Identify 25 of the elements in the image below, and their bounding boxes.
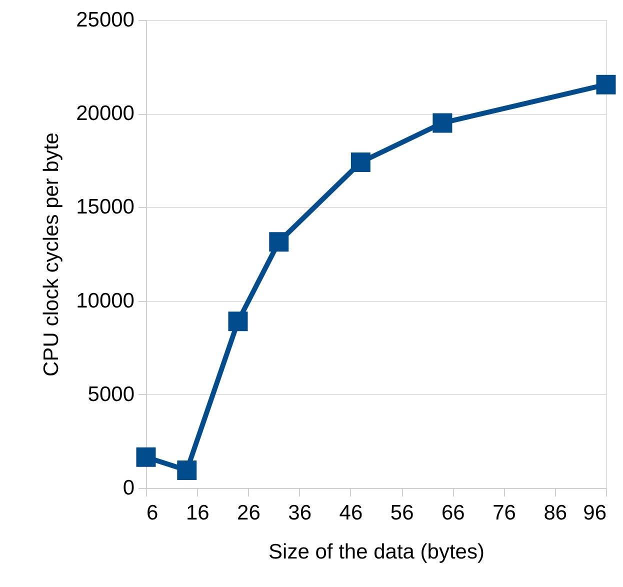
point [136,447,156,467]
x-tick-label: 6 [146,502,158,524]
point [228,312,248,332]
point [596,74,616,94]
point [177,460,197,480]
x-tick-label: 36 [288,502,312,524]
point [269,232,289,252]
x-tick-label: 76 [492,502,516,524]
x-tick-label: 96 [583,502,606,524]
y-tick-label: 10000 [76,289,134,312]
y-axis-title: CPU clock cycles per byte [40,132,64,376]
x-tick-label: 86 [544,502,568,524]
x-tick-label: 66 [441,502,465,524]
x-axis-title: Size of the data (bytes) [268,540,484,564]
y-tick-label: 0 [122,476,134,500]
x-tick-label: 16 [186,502,210,524]
x-tick-label: 26 [237,502,260,524]
point [350,152,370,172]
point [432,113,452,133]
y-tick-label: 15000 [76,196,134,219]
y-tick-label: 25000 [76,8,134,32]
y-tick-label: 20000 [76,102,134,126]
x-tick-label: 56 [390,502,414,524]
x-tick-label: 46 [339,502,363,524]
y-tick-label: 5000 [88,382,134,406]
